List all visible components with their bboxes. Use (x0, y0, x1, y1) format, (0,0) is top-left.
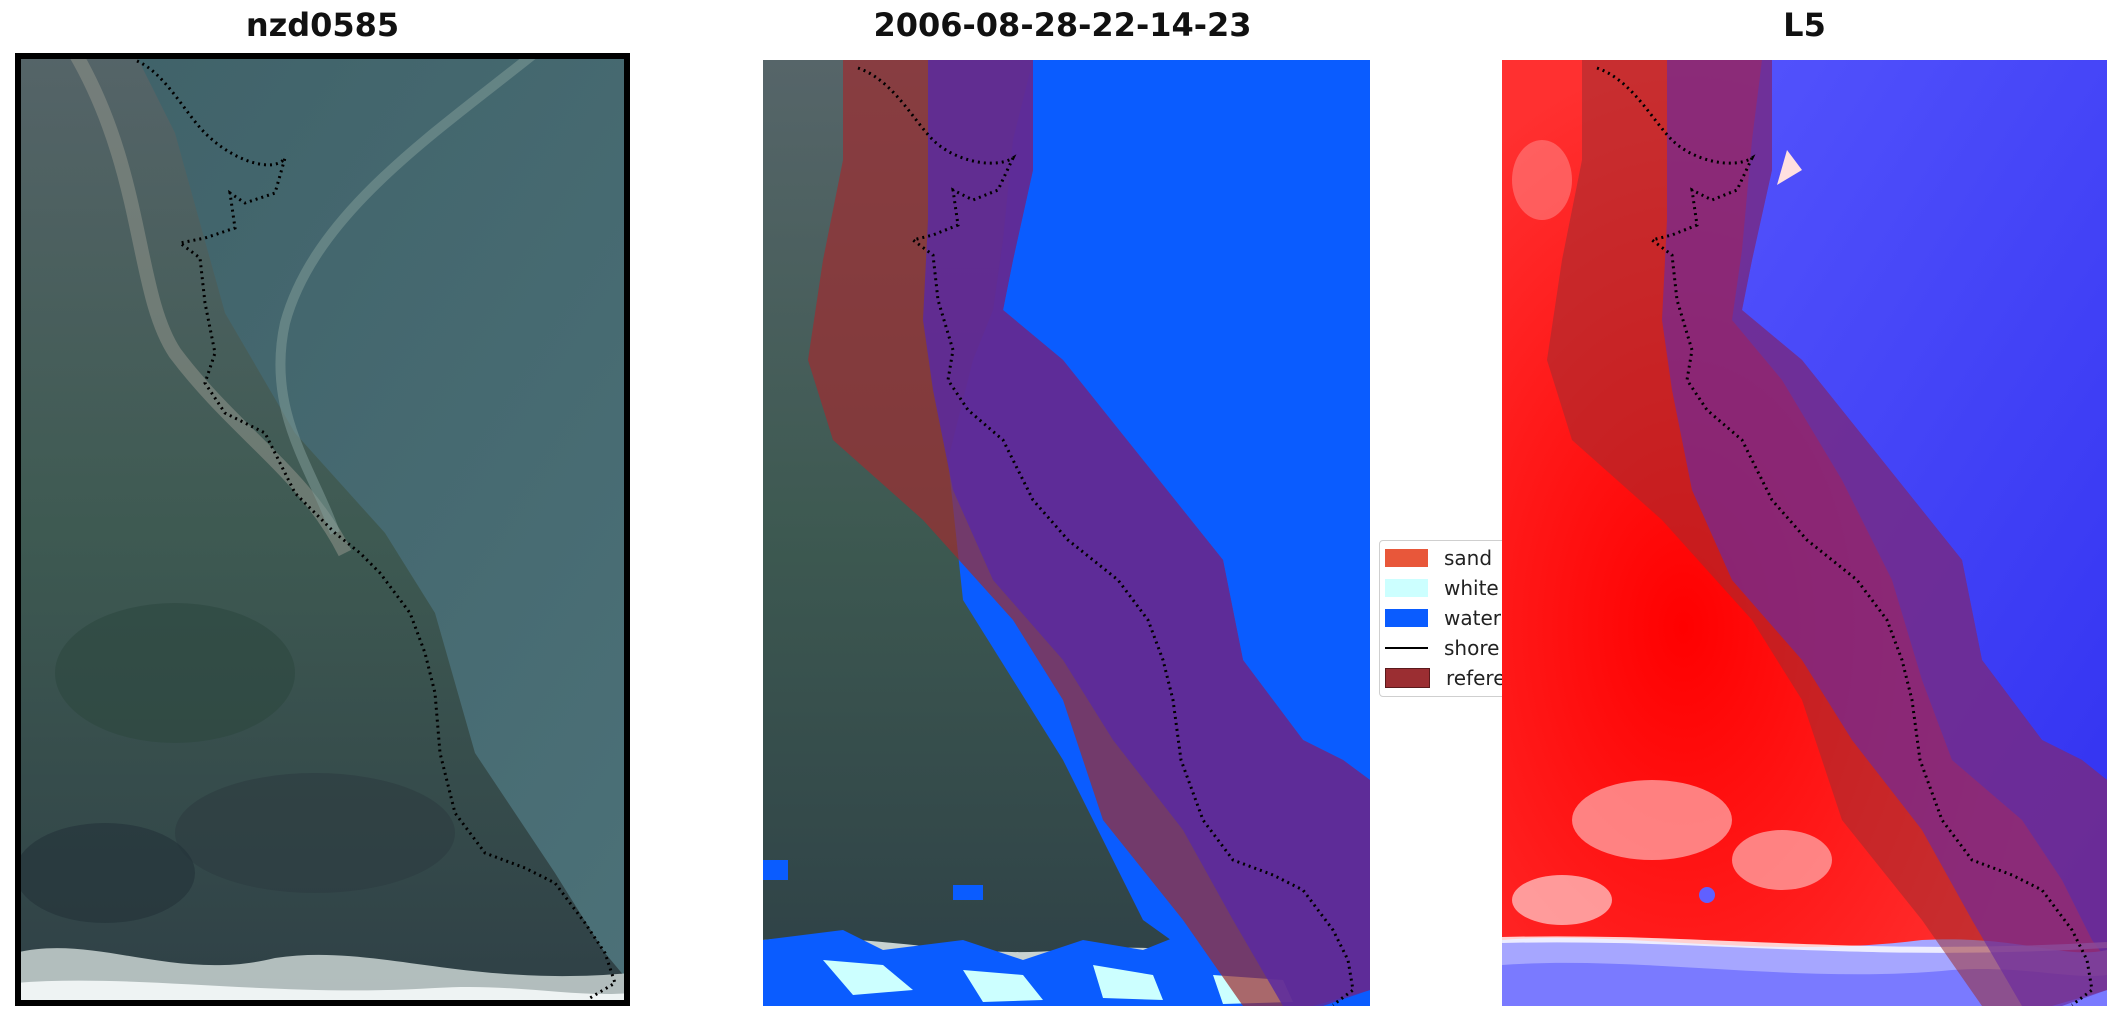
shoreline-swatch (1385, 647, 1428, 649)
sand-swatch (1385, 549, 1428, 567)
legend: sand white water shore refere (1379, 540, 1506, 697)
legend-item-reference: refere (1385, 665, 1506, 691)
legend-label: water (1444, 606, 1501, 630)
legend-item-sand: sand (1385, 545, 1492, 571)
water-swatch (1385, 609, 1428, 627)
legend-item-water: water (1385, 605, 1501, 631)
reference-swatch (1385, 668, 1430, 688)
legend-label: white (1444, 576, 1499, 600)
legend-item-shore: shore (1385, 635, 1499, 661)
classification-panel (763, 60, 1370, 1006)
shoreline-trace (136, 59, 617, 1000)
shoreline-trace (857, 66, 1355, 1006)
panel-title-image-id: nzd0585 (245, 6, 400, 44)
legend-item-white: white (1385, 575, 1499, 601)
panel-title-index: L5 (1783, 6, 1826, 44)
rgb-image-panel (15, 53, 630, 1006)
rgb-image (15, 53, 630, 1006)
legend-label: sand (1444, 546, 1493, 570)
shoreline-trace (1596, 66, 2094, 1006)
panel-title-date: 2006-08-28-22-14-23 (873, 6, 1252, 44)
legend-label: shore (1444, 636, 1500, 660)
white-water-swatch (1385, 579, 1428, 597)
index-panel (1502, 60, 2107, 1006)
legend-label: refere (1446, 666, 1506, 690)
index-image (1502, 60, 2107, 1006)
classification-image (763, 60, 1370, 1006)
